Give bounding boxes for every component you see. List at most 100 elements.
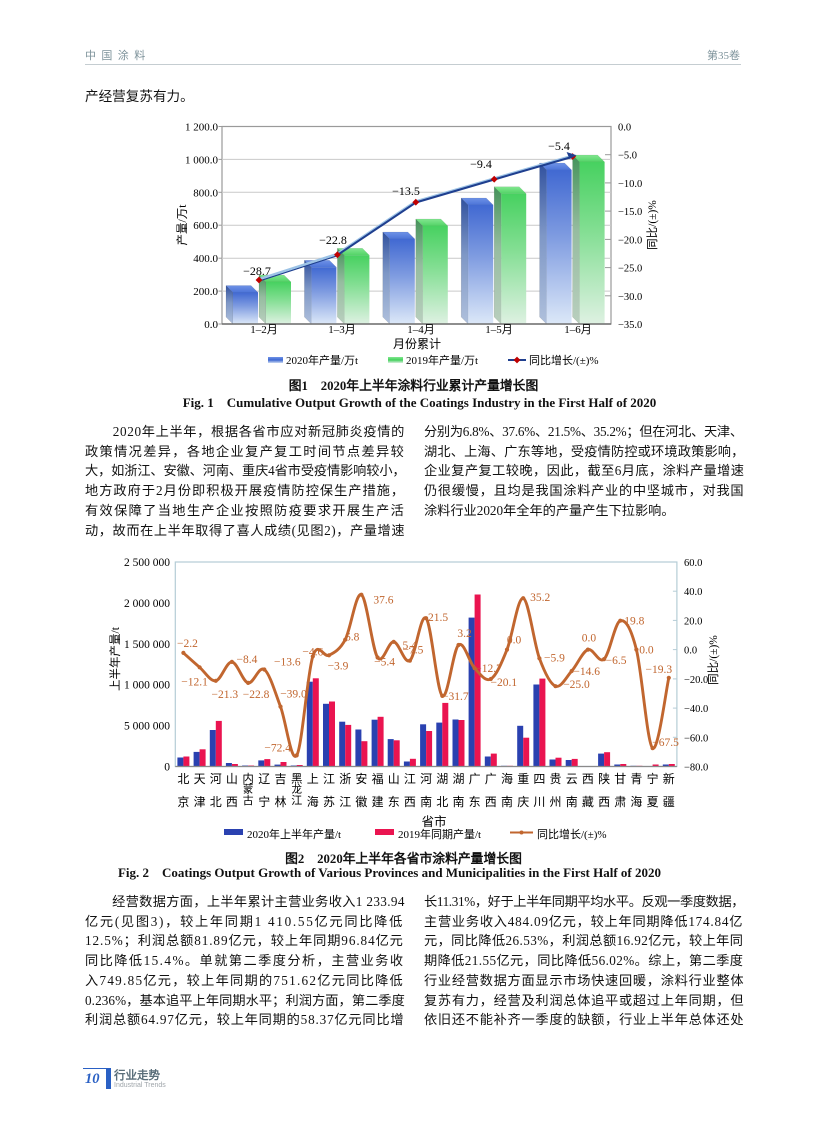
svg-text:20.0: 20.0 bbox=[684, 616, 702, 627]
svg-text:40.0: 40.0 bbox=[684, 587, 702, 598]
svg-text:宁: 宁 bbox=[647, 771, 659, 786]
svg-text:−40.0: −40.0 bbox=[684, 704, 708, 715]
svg-text:−35.0: −35.0 bbox=[618, 320, 642, 331]
svg-text:重: 重 bbox=[517, 772, 529, 786]
svg-text:南: 南 bbox=[501, 794, 513, 809]
svg-text:东: 东 bbox=[388, 795, 400, 809]
svg-text:陕: 陕 bbox=[598, 771, 610, 786]
svg-text:江: 江 bbox=[404, 772, 416, 786]
svg-text:云: 云 bbox=[566, 772, 578, 786]
svg-text:200.0: 200.0 bbox=[193, 286, 218, 298]
svg-text:产量/万t: 产量/万t bbox=[175, 204, 189, 246]
svg-text:400.0: 400.0 bbox=[193, 253, 218, 265]
svg-text:1–5月: 1–5月 bbox=[485, 324, 513, 336]
svg-text:京: 京 bbox=[177, 795, 189, 809]
svg-text:−22.8: −22.8 bbox=[319, 233, 347, 247]
svg-text:江: 江 bbox=[339, 795, 351, 809]
svg-text:建: 建 bbox=[372, 795, 384, 809]
svg-text:1 200.0: 1 200.0 bbox=[185, 122, 219, 134]
svg-text:辽: 辽 bbox=[258, 772, 270, 786]
svg-text:−6.5: −6.5 bbox=[606, 655, 627, 667]
svg-text:广: 广 bbox=[469, 772, 481, 786]
svg-text:−21.3: −21.3 bbox=[211, 689, 238, 701]
svg-text:−12.7: −12.7 bbox=[475, 663, 502, 675]
svg-text:2020年产量/万t: 2020年产量/万t bbox=[286, 353, 358, 367]
svg-text:6.8: 6.8 bbox=[345, 632, 360, 644]
svg-text:−67.5: −67.5 bbox=[652, 737, 679, 749]
svg-text:宁: 宁 bbox=[258, 794, 270, 809]
svg-text:江: 江 bbox=[291, 794, 302, 807]
svg-text:21.5: 21.5 bbox=[428, 612, 448, 624]
svg-text:苏: 苏 bbox=[323, 795, 335, 809]
svg-text:上半年产量/t: 上半年产量/t bbox=[108, 626, 122, 691]
svg-text:西: 西 bbox=[226, 795, 238, 809]
svg-text:−25.0: −25.0 bbox=[618, 264, 642, 275]
svg-text:1–6月: 1–6月 bbox=[564, 324, 592, 336]
svg-text:1–4月: 1–4月 bbox=[407, 324, 435, 336]
svg-text:5.4: 5.4 bbox=[403, 640, 418, 652]
svg-text:0.0: 0.0 bbox=[639, 645, 654, 657]
svg-text:河: 河 bbox=[420, 772, 432, 786]
svg-text:800.0: 800.0 bbox=[193, 187, 218, 199]
svg-text:0.0: 0.0 bbox=[684, 646, 697, 657]
svg-text:2020年上半年产量/t: 2020年上半年产量/t bbox=[247, 827, 341, 841]
svg-text:川: 川 bbox=[533, 795, 545, 809]
svg-text:−20.0: −20.0 bbox=[618, 235, 642, 246]
svg-text:古: 古 bbox=[243, 794, 254, 807]
svg-text:蒙: 蒙 bbox=[243, 783, 254, 796]
svg-text:内: 内 bbox=[242, 772, 254, 786]
svg-text:19.8: 19.8 bbox=[624, 616, 644, 628]
svg-text:−12.1: −12.1 bbox=[181, 676, 208, 688]
svg-text:北: 北 bbox=[177, 772, 189, 786]
svg-text:−30.0: −30.0 bbox=[618, 292, 642, 303]
svg-text:−20.1: −20.1 bbox=[490, 677, 517, 689]
svg-text:南: 南 bbox=[566, 794, 578, 809]
svg-text:−2.2: −2.2 bbox=[177, 638, 198, 650]
svg-text:37.6: 37.6 bbox=[373, 595, 393, 607]
svg-text:600.0: 600.0 bbox=[193, 220, 218, 232]
svg-text:北: 北 bbox=[210, 795, 222, 809]
svg-text:2019年产量/万t: 2019年产量/万t bbox=[406, 353, 478, 367]
svg-text:吉: 吉 bbox=[274, 772, 286, 786]
svg-text:东: 东 bbox=[469, 795, 481, 809]
svg-text:徽: 徽 bbox=[355, 794, 367, 809]
svg-text:−80.0: −80.0 bbox=[684, 763, 708, 774]
svg-text:−5.4: −5.4 bbox=[548, 139, 570, 153]
svg-text:安: 安 bbox=[355, 771, 367, 786]
svg-text:州: 州 bbox=[549, 795, 561, 809]
svg-text:同比/(±)%: 同比/(±)% bbox=[646, 200, 659, 250]
svg-text:−5.4: −5.4 bbox=[374, 657, 395, 669]
svg-text:林: 林 bbox=[274, 795, 286, 809]
svg-text:1–2月: 1–2月 bbox=[250, 324, 278, 336]
svg-text:江: 江 bbox=[323, 772, 335, 786]
svg-text:3.2: 3.2 bbox=[457, 628, 472, 640]
svg-text:肃: 肃 bbox=[614, 795, 626, 809]
svg-text:同比/(±)%: 同比/(±)% bbox=[707, 635, 720, 685]
svg-text:北: 北 bbox=[436, 795, 448, 809]
svg-text:−8.4: −8.4 bbox=[236, 654, 257, 666]
svg-text:上: 上 bbox=[307, 772, 319, 786]
svg-text:0.0: 0.0 bbox=[582, 633, 597, 645]
svg-text:夏: 夏 bbox=[647, 795, 659, 809]
svg-text:省市: 省市 bbox=[421, 814, 446, 829]
svg-text:5 000 000: 5 000 000 bbox=[124, 721, 170, 733]
svg-text:福: 福 bbox=[372, 771, 384, 786]
svg-text:−5.0: −5.0 bbox=[618, 151, 637, 162]
svg-text:新: 新 bbox=[663, 771, 675, 786]
svg-text:−60.0: −60.0 bbox=[684, 733, 708, 744]
svg-text:−10.0: −10.0 bbox=[618, 179, 642, 190]
svg-text:−15.0: −15.0 bbox=[618, 207, 642, 218]
svg-text:西: 西 bbox=[485, 795, 497, 809]
svg-text:0.0: 0.0 bbox=[618, 123, 631, 134]
svg-text:−28.7: −28.7 bbox=[243, 264, 271, 278]
svg-text:−20.0: −20.0 bbox=[684, 675, 708, 686]
svg-text:山: 山 bbox=[388, 772, 400, 786]
svg-text:南: 南 bbox=[420, 794, 432, 809]
svg-text:青: 青 bbox=[630, 772, 642, 786]
svg-text:甘: 甘 bbox=[614, 772, 626, 786]
svg-text:35.2: 35.2 bbox=[530, 592, 550, 604]
svg-text:−19.3: −19.3 bbox=[645, 664, 672, 676]
svg-text:−31.7: −31.7 bbox=[442, 691, 469, 703]
svg-text:−4.6: −4.6 bbox=[302, 646, 323, 658]
svg-text:60.0: 60.0 bbox=[684, 558, 702, 569]
